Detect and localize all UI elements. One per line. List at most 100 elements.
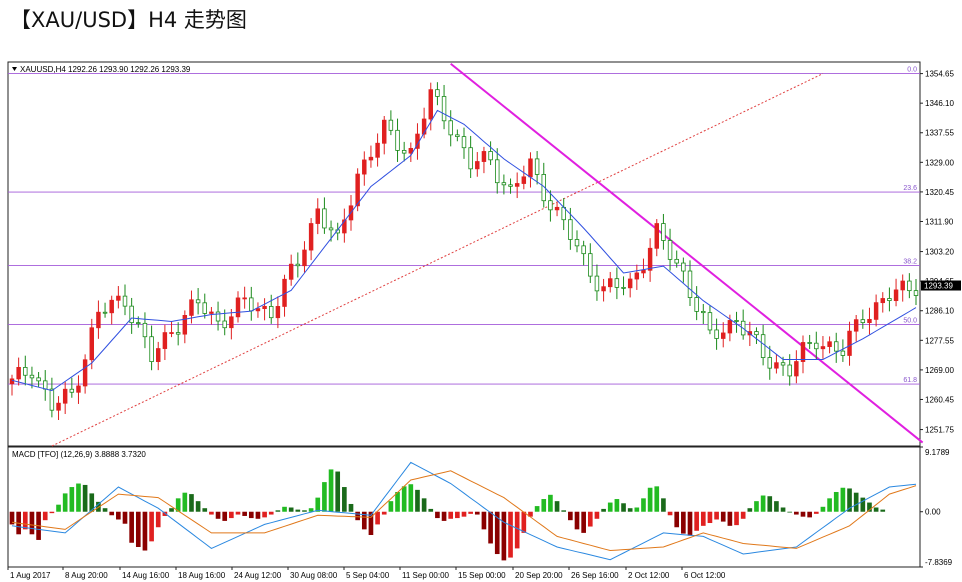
candle-128[interactable]	[860, 319, 866, 324]
candle-75[interactable]	[508, 184, 513, 187]
candle-130[interactable]	[873, 302, 879, 320]
candle-79[interactable]	[534, 158, 540, 175]
candle-33[interactable]	[229, 316, 234, 329]
candle-90[interactable]	[608, 278, 613, 288]
candle-1[interactable]	[16, 367, 21, 380]
candle-119[interactable]	[800, 342, 806, 362]
candle-39[interactable]	[269, 306, 274, 319]
candle-72[interactable]	[488, 151, 493, 161]
candle-66[interactable]	[448, 120, 453, 136]
candle-45[interactable]	[308, 223, 314, 251]
candle-43[interactable]	[295, 263, 301, 267]
candle-65[interactable]	[441, 96, 447, 122]
candle-68[interactable]	[461, 136, 467, 149]
candle-2[interactable]	[23, 367, 28, 376]
candle-98[interactable]	[661, 223, 666, 241]
candle-112[interactable]	[754, 331, 759, 336]
candle-115[interactable]	[774, 362, 779, 369]
candle-118[interactable]	[794, 361, 799, 377]
candle-36[interactable]	[249, 297, 254, 312]
candle-40[interactable]	[275, 306, 281, 319]
candle-53[interactable]	[362, 159, 367, 175]
candle-44[interactable]	[302, 249, 307, 267]
candle-96[interactable]	[647, 247, 653, 271]
candle-4[interactable]	[36, 377, 41, 382]
candle-131[interactable]	[880, 298, 885, 304]
candle-67[interactable]	[455, 134, 460, 138]
candle-42[interactable]	[288, 263, 294, 280]
candle-123[interactable]	[827, 341, 832, 347]
candle-9[interactable]	[69, 388, 75, 393]
candle-34[interactable]	[235, 297, 241, 318]
candle-30[interactable]	[209, 311, 214, 314]
candle-29[interactable]	[202, 302, 207, 314]
candle-38[interactable]	[262, 306, 267, 309]
candle-105[interactable]	[707, 312, 713, 331]
candle-107[interactable]	[721, 332, 726, 339]
candle-129[interactable]	[867, 318, 872, 324]
candle-91[interactable]	[614, 278, 620, 288]
candle-102[interactable]	[687, 270, 693, 298]
candle-58[interactable]	[395, 129, 400, 151]
candle-99[interactable]	[667, 240, 673, 260]
candle-125[interactable]	[840, 350, 846, 356]
candle-32[interactable]	[222, 320, 227, 329]
candle-10[interactable]	[76, 385, 81, 393]
chart-menu-icon[interactable]	[12, 67, 17, 71]
candle-17[interactable]	[122, 295, 128, 307]
candle-20[interactable]	[142, 322, 148, 338]
candle-16[interactable]	[116, 295, 121, 301]
candle-93[interactable]	[627, 278, 633, 289]
candle-18[interactable]	[129, 305, 134, 324]
candle-109[interactable]	[734, 320, 739, 322]
candle-56[interactable]	[382, 119, 387, 144]
candle-135[interactable]	[907, 280, 912, 292]
candle-54[interactable]	[368, 156, 374, 161]
candle-46[interactable]	[315, 208, 320, 224]
candle-3[interactable]	[29, 374, 35, 379]
candle-74[interactable]	[501, 182, 507, 186]
candle-23[interactable]	[162, 332, 168, 349]
candle-88[interactable]	[594, 275, 600, 292]
candle-25[interactable]	[175, 332, 181, 335]
candle-19[interactable]	[136, 322, 141, 325]
candle-5[interactable]	[43, 380, 48, 390]
candle-76[interactable]	[514, 183, 520, 187]
candle-15[interactable]	[109, 299, 114, 314]
candle-31[interactable]	[215, 311, 221, 322]
candle-97[interactable]	[654, 223, 659, 249]
candle-26[interactable]	[182, 315, 188, 335]
candle-13[interactable]	[96, 311, 101, 329]
candle-14[interactable]	[102, 311, 108, 314]
candle-122[interactable]	[820, 346, 826, 350]
candle-117[interactable]	[787, 364, 792, 377]
candle-48[interactable]	[328, 227, 334, 231]
candle-121[interactable]	[814, 342, 819, 350]
candle-120[interactable]	[807, 342, 812, 344]
candle-126[interactable]	[847, 330, 852, 356]
candle-57[interactable]	[388, 119, 394, 131]
candle-7[interactable]	[56, 402, 61, 411]
candle-124[interactable]	[834, 341, 839, 352]
candle-37[interactable]	[255, 308, 261, 312]
candle-8[interactable]	[62, 388, 68, 404]
candle-92[interactable]	[621, 286, 626, 289]
candle-59[interactable]	[401, 150, 407, 154]
candle-86[interactable]	[581, 245, 586, 255]
candle-85[interactable]	[574, 239, 580, 247]
candle-133[interactable]	[893, 289, 899, 302]
candle-116[interactable]	[780, 362, 786, 366]
candle-71[interactable]	[481, 151, 487, 162]
candle-87[interactable]	[588, 253, 593, 277]
fib-trendline[interactable]	[51, 73, 824, 447]
candle-69[interactable]	[468, 147, 473, 170]
candle-35[interactable]	[242, 297, 247, 300]
candle-136[interactable]	[913, 290, 919, 296]
candle-28[interactable]	[195, 299, 201, 304]
candle-55[interactable]	[375, 142, 380, 158]
candle-60[interactable]	[408, 147, 414, 154]
candle-132[interactable]	[887, 298, 892, 302]
candle-11[interactable]	[82, 359, 88, 387]
candle-50[interactable]	[342, 219, 347, 234]
candle-78[interactable]	[528, 158, 533, 178]
